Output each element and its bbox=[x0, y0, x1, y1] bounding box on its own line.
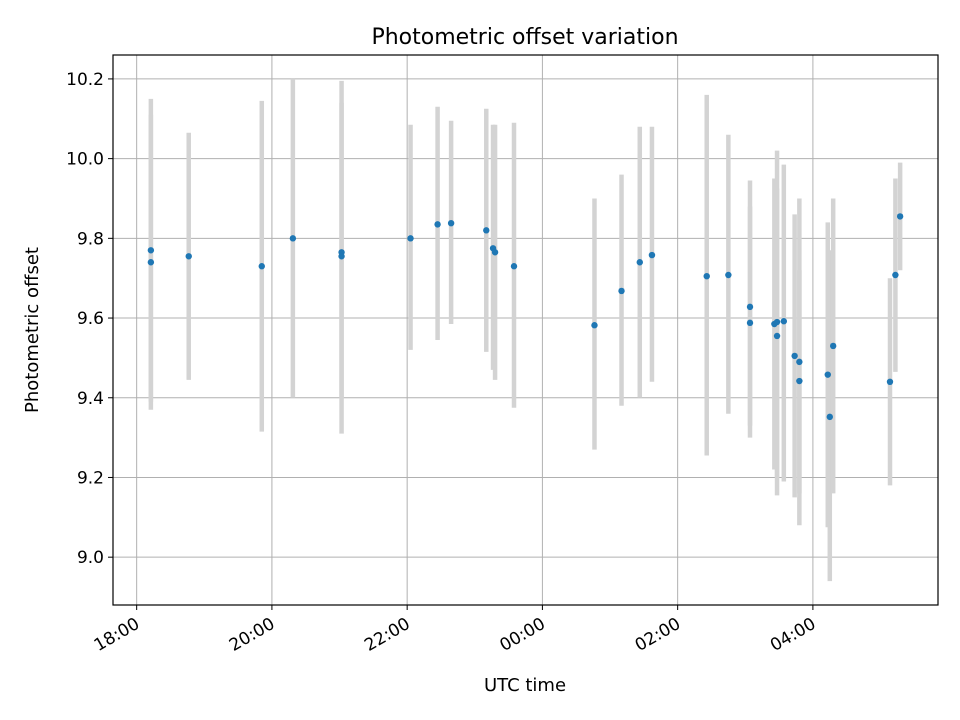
data-point bbox=[147, 247, 155, 254]
y-tick-label: 10.0 bbox=[66, 150, 104, 170]
x-tick-label: 22:00 bbox=[361, 614, 413, 656]
x-tick-label: 20:00 bbox=[226, 614, 278, 656]
data-point bbox=[824, 371, 831, 378]
y-axis-label: Photometric offset bbox=[22, 247, 43, 413]
data-point bbox=[703, 272, 710, 280]
x-tick-label: 02:00 bbox=[632, 614, 684, 656]
x-tick-label: 18:00 bbox=[91, 614, 143, 656]
data-point bbox=[434, 221, 441, 228]
data-point bbox=[829, 342, 837, 350]
data-point bbox=[483, 227, 490, 234]
x-tick-label: 00:00 bbox=[496, 614, 548, 656]
chart-title: Photometric offset variation bbox=[371, 25, 678, 50]
data-point bbox=[773, 332, 781, 340]
data-point bbox=[185, 253, 192, 260]
y-ticks: 9.0 9.2 9.4 9.6 9.8 10.0 10.2 bbox=[66, 70, 113, 568]
y-tick-label: 10.2 bbox=[66, 70, 104, 90]
data-point bbox=[796, 377, 803, 385]
y-tick-label: 9.4 bbox=[77, 389, 104, 409]
data-point bbox=[780, 318, 788, 325]
data-point bbox=[289, 235, 297, 242]
data-point bbox=[636, 259, 643, 266]
x-tick-label: 04:00 bbox=[767, 614, 819, 656]
data-points bbox=[147, 213, 904, 421]
error-bars bbox=[148, 78, 903, 582]
data-point bbox=[618, 287, 625, 295]
x-ticks: 18:00 20:00 22:00 00:00 02:00 04:00 bbox=[91, 605, 819, 656]
y-tick-label: 9.6 bbox=[77, 309, 104, 329]
data-point bbox=[892, 271, 899, 279]
data-point bbox=[648, 251, 656, 259]
data-point bbox=[896, 213, 904, 220]
x-axis-label: UTC time bbox=[484, 675, 566, 696]
data-point bbox=[746, 319, 754, 327]
plot-frame bbox=[112, 54, 939, 606]
data-point bbox=[258, 263, 265, 270]
data-point bbox=[491, 249, 499, 256]
data-point bbox=[147, 259, 155, 266]
data-point bbox=[725, 271, 732, 279]
data-point bbox=[510, 263, 518, 270]
data-point bbox=[746, 303, 754, 311]
data-point bbox=[826, 413, 834, 421]
data-point bbox=[591, 322, 598, 329]
data-point bbox=[447, 219, 455, 227]
data-point bbox=[773, 318, 781, 326]
data-point bbox=[338, 253, 345, 260]
data-point bbox=[407, 235, 414, 242]
grid bbox=[113, 55, 938, 605]
y-tick-label: 9.2 bbox=[77, 468, 104, 488]
y-tick-label: 9.0 bbox=[77, 548, 104, 568]
data-point bbox=[791, 352, 798, 360]
y-tick-label: 9.8 bbox=[77, 229, 104, 249]
data-point bbox=[886, 378, 894, 386]
data-point bbox=[796, 358, 803, 366]
